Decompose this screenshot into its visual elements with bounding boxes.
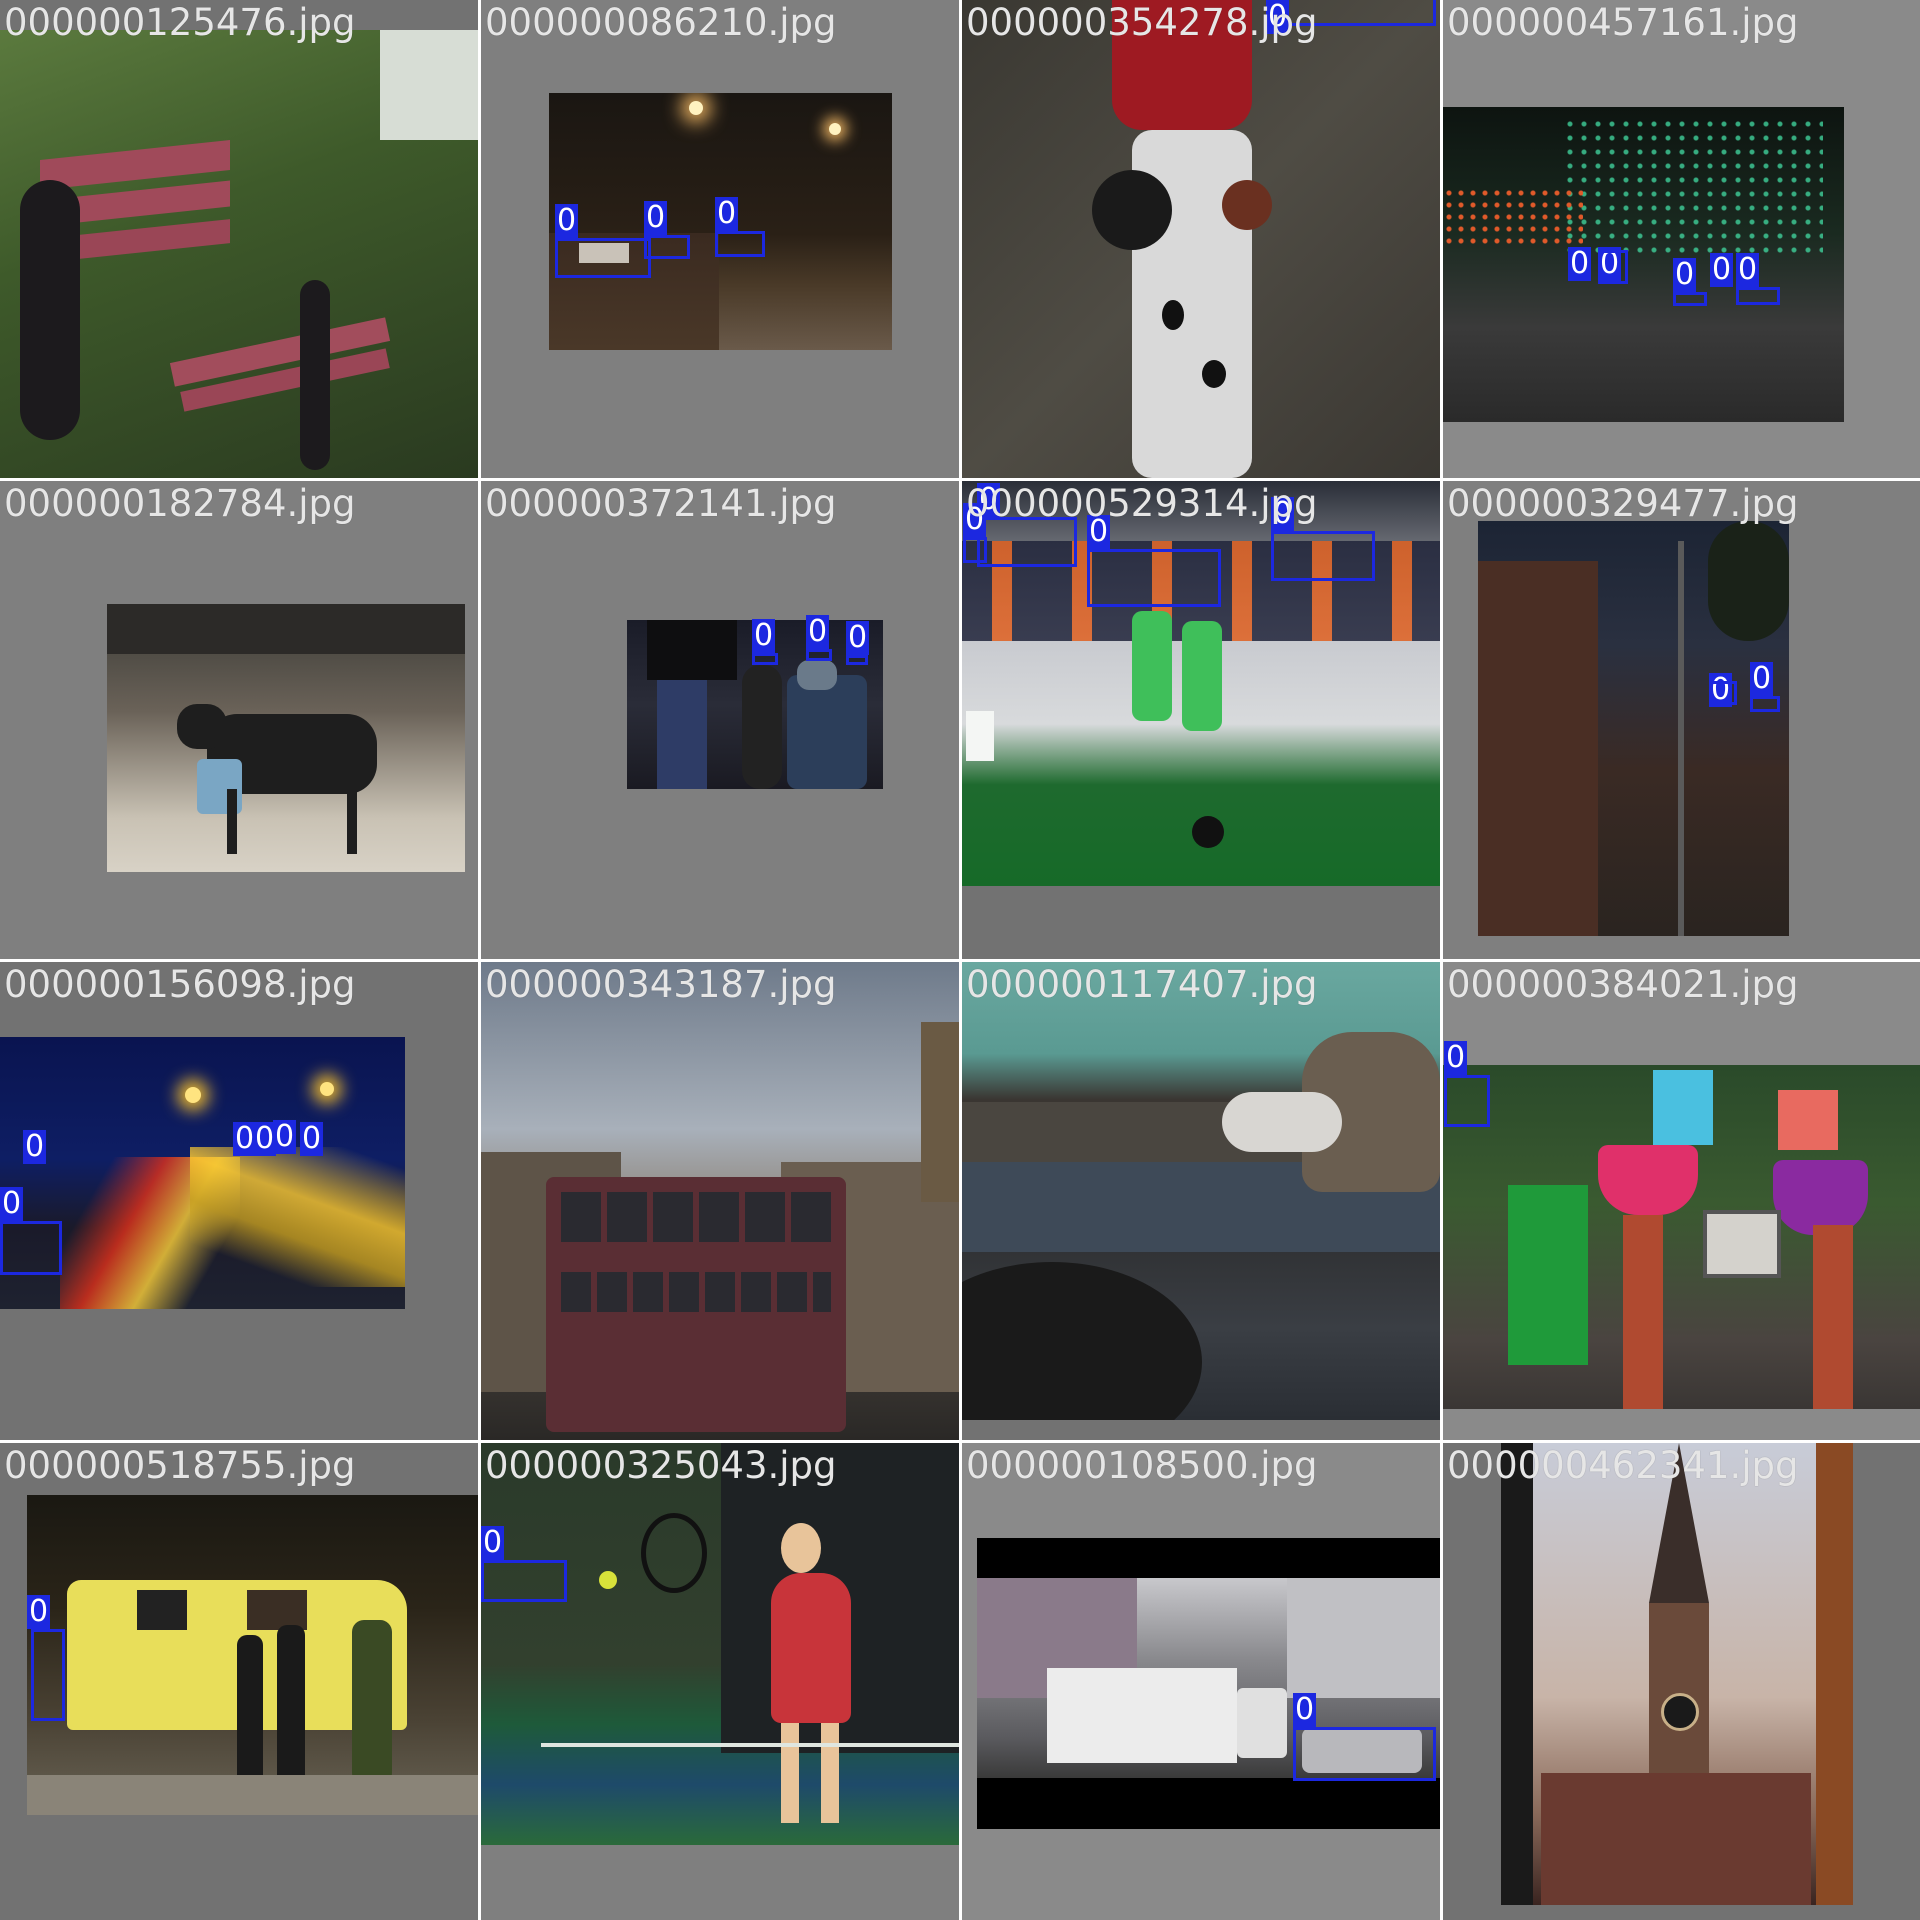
tile-3[interactable]: 000000354278.jpg 0 bbox=[962, 0, 1440, 478]
tile-13-photo bbox=[27, 1495, 478, 1815]
detection-box bbox=[846, 655, 868, 665]
detection-box bbox=[481, 1560, 567, 1602]
tile-5-filename: 000000182784.jpg bbox=[4, 482, 356, 525]
detection-label: 0 bbox=[253, 1121, 277, 1156]
detection-box bbox=[1673, 292, 1707, 306]
tile-9[interactable]: 000000156098.jpg 0 0 0 0 0 0 bbox=[0, 962, 478, 1440]
detection-label: 0 bbox=[1673, 257, 1697, 292]
detection-box bbox=[1444, 1075, 1490, 1127]
tile-9-filename: 000000156098.jpg bbox=[4, 963, 356, 1006]
tile-13-filename: 000000518755.jpg bbox=[4, 1444, 356, 1487]
tile-10[interactable]: 000000343187.jpg bbox=[481, 962, 959, 1440]
detection-box bbox=[0, 1221, 62, 1275]
detection-label: 0 bbox=[644, 200, 668, 235]
detection-box bbox=[1286, 0, 1436, 26]
tile-8-filename: 000000329477.jpg bbox=[1447, 482, 1799, 525]
tile-11-photo bbox=[962, 962, 1440, 1420]
tile-6[interactable]: 000000372141.jpg 0 0 0 bbox=[481, 481, 959, 959]
detection-box bbox=[1271, 531, 1375, 581]
detection-label: 0 bbox=[1710, 252, 1734, 287]
tile-15-filename: 000000108500.jpg bbox=[966, 1444, 1318, 1487]
detection-label: 0 bbox=[481, 1525, 505, 1560]
detection-box bbox=[555, 238, 651, 278]
tile-3-photo bbox=[962, 0, 1440, 478]
detection-box bbox=[963, 537, 987, 563]
tile-8-photo bbox=[1478, 521, 1789, 936]
detection-label: 0 bbox=[273, 1119, 297, 1154]
detection-box bbox=[1087, 549, 1221, 607]
tile-11[interactable]: 000000117407.jpg bbox=[962, 962, 1440, 1440]
detection-label: 0 bbox=[1293, 1692, 1317, 1727]
tile-2[interactable]: 000000086210.jpg 0 0 0 bbox=[481, 0, 959, 478]
tile-12[interactable]: 000000384021.jpg 0 bbox=[1443, 962, 1920, 1440]
detection-box bbox=[715, 231, 765, 257]
detection-label: 0 bbox=[1271, 496, 1295, 531]
tile-4[interactable]: 000000457161.jpg 0 0 0 0 0 bbox=[1443, 0, 1920, 478]
tile-11-filename: 000000117407.jpg bbox=[966, 963, 1318, 1006]
detection-label: 0 bbox=[1266, 0, 1290, 34]
tile-6-filename: 000000372141.jpg bbox=[485, 482, 837, 525]
detection-label: 0 bbox=[1736, 252, 1760, 287]
tile-2-photo bbox=[549, 93, 892, 350]
tile-3-filename: 000000354278.jpg bbox=[966, 1, 1318, 44]
detection-box bbox=[1736, 287, 1780, 305]
tile-14-filename: 000000325043.jpg bbox=[485, 1444, 837, 1487]
detection-box bbox=[1709, 681, 1737, 705]
detection-label: 0 bbox=[752, 618, 776, 653]
tile-1-photo bbox=[0, 30, 478, 478]
tile-12-filename: 000000384021.jpg bbox=[1447, 963, 1799, 1006]
tile-7-photo bbox=[962, 481, 1440, 886]
detection-label: 0 bbox=[846, 620, 870, 655]
detection-label: 0 bbox=[555, 203, 579, 238]
detection-label: 0 bbox=[715, 196, 739, 231]
detection-label: 0 bbox=[233, 1121, 257, 1156]
detection-box bbox=[977, 517, 1077, 567]
tile-2-filename: 000000086210.jpg bbox=[485, 1, 837, 44]
detection-label: 0 bbox=[963, 502, 987, 537]
tile-5[interactable]: 000000182784.jpg bbox=[0, 481, 478, 959]
detection-label: 0 bbox=[1750, 661, 1774, 696]
tile-12-photo bbox=[1443, 1065, 1920, 1409]
tile-9-photo bbox=[0, 1037, 405, 1309]
tile-15-photo bbox=[977, 1538, 1440, 1829]
tile-14-photo bbox=[481, 1443, 959, 1845]
tile-4-filename: 000000457161.jpg bbox=[1447, 1, 1799, 44]
tile-4-photo bbox=[1443, 107, 1844, 422]
tile-15[interactable]: 000000108500.jpg 0 bbox=[962, 1443, 1440, 1920]
tile-13[interactable]: 000000518755.jpg 0 bbox=[0, 1443, 478, 1920]
tile-1[interactable]: 000000125476.jpg bbox=[0, 0, 478, 478]
tile-1-filename: 000000125476.jpg bbox=[4, 1, 356, 44]
tile-16-filename: 000000462341.jpg bbox=[1447, 1444, 1799, 1487]
detection-box bbox=[1598, 250, 1628, 284]
tile-5-photo bbox=[107, 604, 465, 872]
tile-14[interactable]: 000000325043.jpg 0 bbox=[481, 1443, 959, 1920]
detection-label: 0 bbox=[0, 1186, 24, 1221]
detection-box bbox=[644, 235, 690, 259]
detection-label: 0 bbox=[23, 1129, 47, 1164]
detection-box bbox=[31, 1629, 65, 1721]
detection-label: 0 bbox=[300, 1121, 324, 1156]
detection-label: 0 bbox=[1444, 1040, 1468, 1075]
detection-label: 0 bbox=[1598, 246, 1622, 281]
tile-7-filename: 000000529314.jpg bbox=[966, 482, 1318, 525]
tile-16[interactable]: 000000462341.jpg bbox=[1443, 1443, 1920, 1920]
tile-10-photo bbox=[481, 962, 959, 1440]
detection-box bbox=[752, 653, 778, 665]
tile-10-filename: 000000343187.jpg bbox=[485, 963, 837, 1006]
tile-7[interactable]: 000000529314.jpg 0 0 0 0 bbox=[962, 481, 1440, 959]
detection-label: 0 bbox=[1087, 514, 1111, 549]
detection-label: 0 bbox=[806, 614, 830, 649]
detection-box bbox=[1293, 1727, 1436, 1781]
tile-8[interactable]: 000000329477.jpg 0 0 bbox=[1443, 481, 1920, 959]
tile-16-photo bbox=[1501, 1443, 1853, 1905]
detection-box bbox=[806, 649, 832, 661]
detection-label: 0 bbox=[27, 1594, 51, 1629]
detection-box bbox=[1750, 696, 1780, 712]
tile-6-photo bbox=[627, 620, 883, 789]
detection-label: 0 bbox=[1568, 246, 1592, 281]
